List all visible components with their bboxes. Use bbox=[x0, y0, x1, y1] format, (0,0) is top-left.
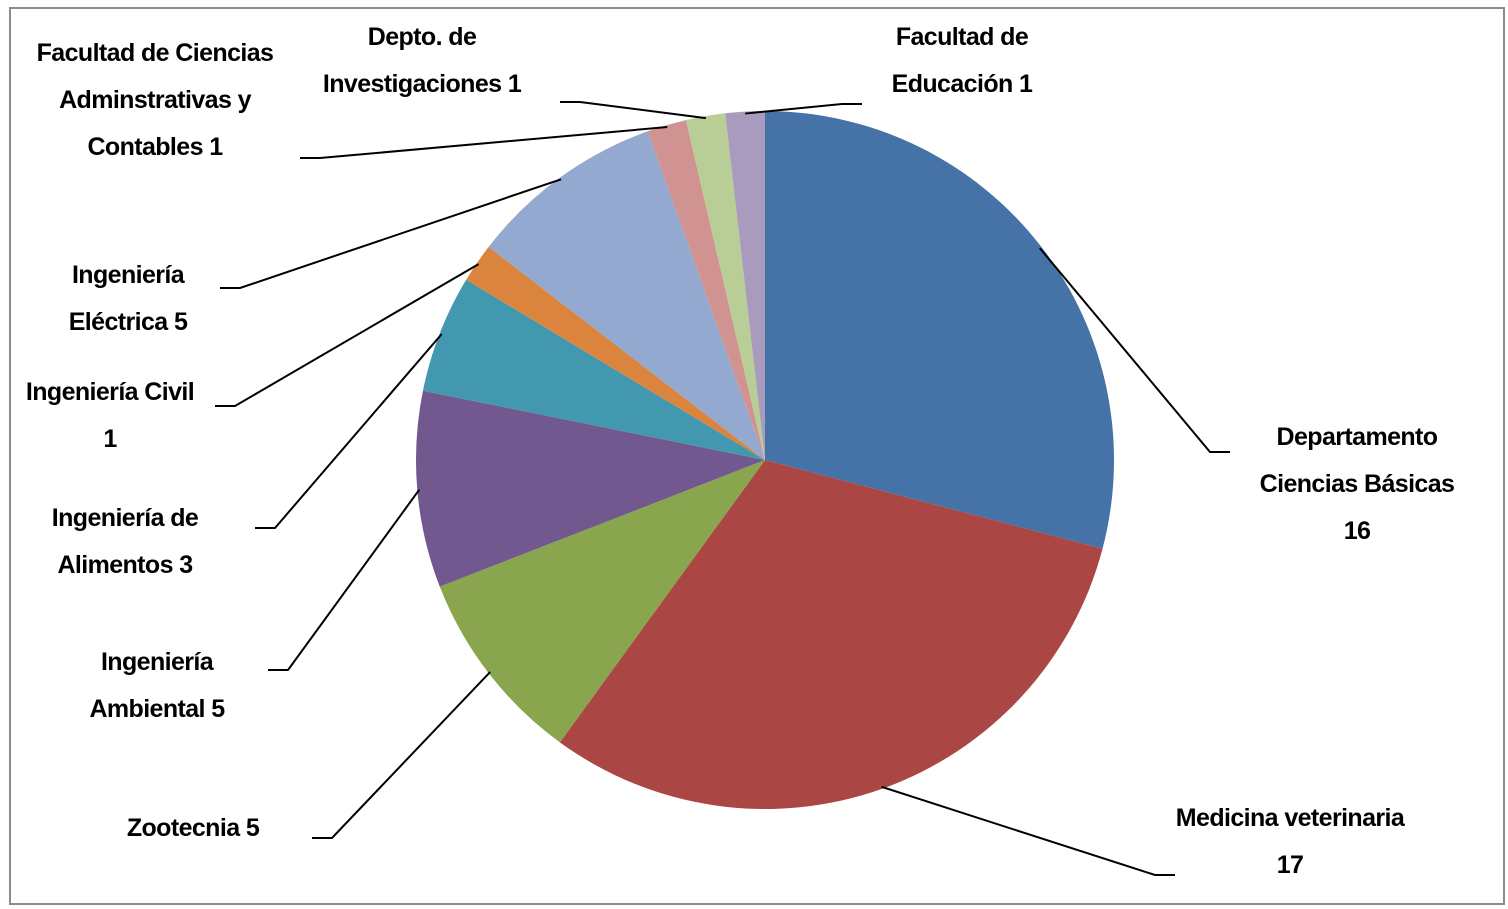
slice-name: Ingeniería Ambiental bbox=[89, 648, 214, 723]
leader-line bbox=[560, 101, 706, 120]
slice-name: Ingeniería Eléctrica bbox=[68, 261, 185, 336]
pie-slice bbox=[765, 111, 1115, 549]
slice-label: Zootecnia 5 bbox=[73, 805, 313, 852]
pie-slice bbox=[488, 131, 765, 460]
slice-value: 1 bbox=[1019, 70, 1033, 98]
pie-slice bbox=[725, 111, 765, 460]
pie-slice bbox=[422, 279, 765, 460]
slice-label: Facultad de Ciencias Adminstrativas y Co… bbox=[25, 30, 285, 171]
leader-line bbox=[312, 671, 491, 839]
slice-label: Ingeniería Eléctrica 5 bbox=[38, 252, 218, 346]
pie-slice bbox=[466, 246, 765, 460]
pie-slice bbox=[559, 460, 1103, 809]
leader-line bbox=[881, 785, 1175, 876]
leader-line bbox=[268, 489, 421, 671]
slice-name: Departamento Ciencias Básicas bbox=[1259, 423, 1455, 498]
slice-name: Ingeniería Civil bbox=[25, 378, 195, 406]
pie-slice bbox=[416, 390, 765, 587]
leader-line bbox=[300, 126, 668, 159]
slice-label: Departamento Ciencias Básicas 16 bbox=[1257, 414, 1457, 555]
leader-line bbox=[255, 333, 443, 529]
slice-value: 16 bbox=[1343, 517, 1371, 545]
slice-label: Ingeniería de Alimentos 3 bbox=[5, 495, 245, 589]
slice-name: Depto. de Investigaciones bbox=[322, 23, 502, 98]
slice-value: 5 bbox=[245, 814, 260, 842]
slice-value: 1 bbox=[209, 133, 223, 161]
leader-line bbox=[1039, 247, 1230, 453]
slice-name: Ingeniería de Alimentos bbox=[51, 504, 199, 579]
slice-name: Facultad de Ciencias Adminstrativas y Co… bbox=[36, 39, 274, 161]
slice-value: 17 bbox=[1276, 851, 1304, 879]
pie-slice bbox=[647, 120, 765, 461]
pie-slice bbox=[685, 113, 765, 460]
slice-name: Medicina veterinaria bbox=[1175, 804, 1405, 832]
leader-line bbox=[215, 263, 480, 407]
leader-line bbox=[745, 103, 862, 115]
slice-label: Facultad de Educación 1 bbox=[862, 14, 1062, 108]
slice-value: 5 bbox=[211, 695, 225, 723]
slice-name: Zootecnia bbox=[126, 814, 240, 842]
slice-label: Ingeniería Ambiental 5 bbox=[57, 639, 257, 733]
slice-label: Medicina veterinaria 17 bbox=[1170, 795, 1410, 889]
pie-slice bbox=[439, 460, 765, 743]
slice-value: 3 bbox=[179, 551, 193, 579]
slice-name: Facultad de Educación bbox=[891, 23, 1029, 98]
slice-value: 1 bbox=[103, 425, 117, 453]
slice-value: 5 bbox=[173, 308, 188, 336]
slice-label: Depto. de Investigaciones 1 bbox=[282, 14, 562, 108]
slice-label: Ingeniería Civil 1 bbox=[25, 369, 195, 463]
leader-line bbox=[220, 178, 562, 289]
slice-value: 1 bbox=[507, 70, 522, 98]
